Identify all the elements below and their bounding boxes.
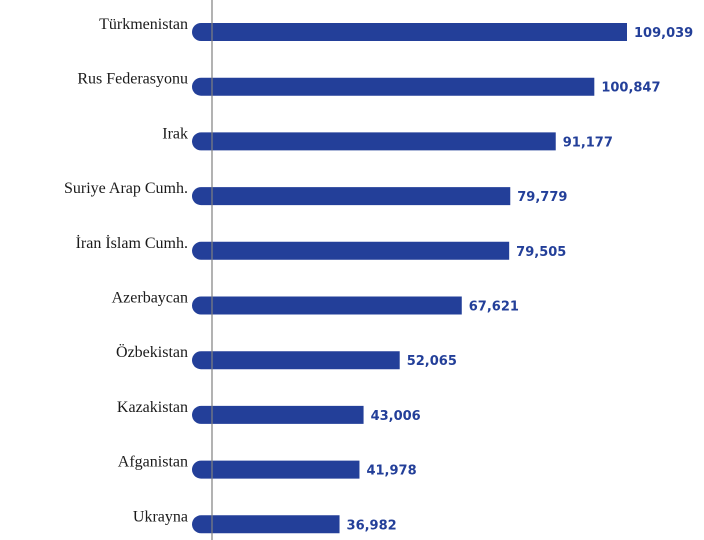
category-label: Suriye Arap Cumh. <box>64 180 188 197</box>
category-label: Kazakistan <box>117 399 188 416</box>
category-label: Irak <box>162 125 188 142</box>
value-label: 100,847 <box>601 81 660 96</box>
bar-1 <box>192 23 627 41</box>
value-label: 41,978 <box>366 464 416 479</box>
bar-6 <box>192 296 462 315</box>
category-label: Türkmenistan <box>99 16 188 33</box>
value-label: 91,177 <box>563 135 613 150</box>
category-label: İran İslam Cumh. <box>76 234 188 252</box>
category-label: Özbekistan <box>116 343 188 361</box>
bars-group <box>192 23 627 534</box>
value-label: 79,505 <box>516 245 566 260</box>
value-label: 43,006 <box>371 409 421 424</box>
bar-8 <box>192 405 364 424</box>
value-label: 36,982 <box>347 518 397 533</box>
category-label: Rus Federasyonu <box>77 71 188 88</box>
bar-7 <box>192 351 400 370</box>
bar-3 <box>192 132 556 151</box>
bar-4 <box>192 187 511 206</box>
value-label: 67,621 <box>469 300 519 315</box>
value-label: 52,065 <box>407 354 457 369</box>
value-label: 109,039 <box>634 26 693 41</box>
bar-10 <box>192 515 340 534</box>
category-label: Azerbaycan <box>112 290 188 307</box>
value-labels-group: 109,039 100,847 91,177 79,779 79,505 67,621 52… <box>347 26 694 533</box>
category-label: Afganistan <box>118 454 188 471</box>
category-label: Ukrayna <box>133 508 188 525</box>
category-labels-group: Türkmenistan Rus Federasyonu Irak Suriye Ar… <box>64 16 188 525</box>
bar-2 <box>192 77 595 96</box>
value-label: 79,779 <box>517 190 567 205</box>
bar-5 <box>192 241 510 260</box>
bar-9 <box>192 460 360 479</box>
